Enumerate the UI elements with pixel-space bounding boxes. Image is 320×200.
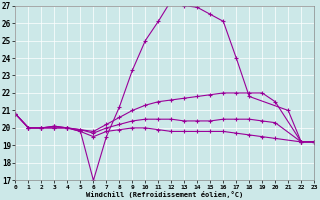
X-axis label: Windchill (Refroidissement éolien,°C): Windchill (Refroidissement éolien,°C): [86, 191, 244, 198]
